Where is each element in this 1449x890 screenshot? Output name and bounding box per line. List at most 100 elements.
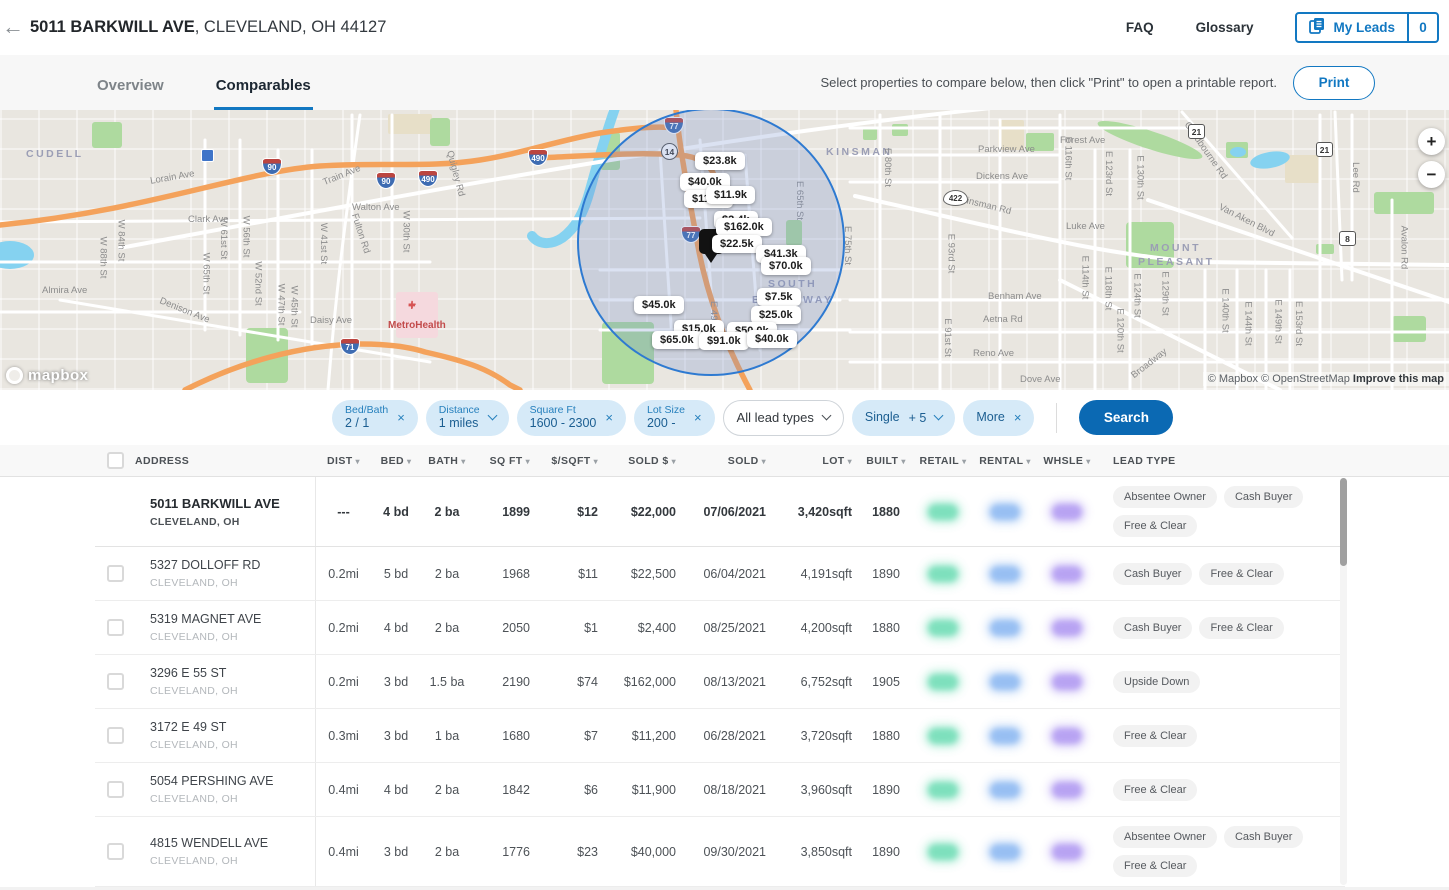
table-row[interactable]: 3296 E 55 ST CLEVELAND, OH 0.2mi 3 bd 1.… — [95, 655, 1345, 709]
filter-pill[interactable]: Square Ft 1600 - 2300 × — [516, 399, 626, 436]
tab[interactable]: Comparables — [213, 61, 313, 110]
rental-value-blurred — [990, 565, 1020, 582]
my-leads-button[interactable]: My Leads 0 — [1295, 12, 1439, 43]
filter-pill[interactable]: Lot Size 200 - × — [633, 399, 715, 436]
remove-filter-icon[interactable]: × — [693, 410, 702, 425]
sort-caret-icon: ▾ — [1026, 456, 1031, 466]
chevron-down-icon[interactable] — [487, 410, 498, 421]
rental-value-blurred — [990, 843, 1020, 860]
lead-type-tag: Cash Buyer — [1113, 562, 1193, 585]
sort-caret-icon: ▾ — [525, 456, 530, 466]
improve-map-link[interactable]: Improve this map — [1352, 373, 1444, 385]
price-marker[interactable]: $162.0k — [716, 218, 772, 236]
wholesale-value-blurred — [1052, 503, 1082, 520]
price-marker[interactable]: $40.0k — [747, 330, 797, 348]
price-marker[interactable]: $7.5k — [757, 288, 801, 306]
lot-cell: 6,752sqft — [800, 674, 852, 689]
mapbox-logo[interactable]: mapbox — [6, 367, 89, 384]
bed-cell: 3 bd — [383, 674, 409, 689]
chevron-down-icon[interactable] — [933, 410, 944, 421]
row-checkbox[interactable] — [106, 619, 124, 636]
remove-filter-icon[interactable]: × — [605, 410, 613, 425]
table-row[interactable]: 4815 WENDELL AVE CLEVELAND, OH 0.4mi 3 b… — [95, 817, 1345, 887]
column-header[interactable]: RENTAL ▾ — [974, 455, 1036, 467]
bath-cell: 2 ba — [434, 844, 460, 859]
column-header-label: SOLD — [727, 454, 759, 467]
faq-link[interactable]: FAQ — [1125, 20, 1154, 35]
table-scrollbar[interactable] — [1340, 478, 1347, 885]
bed-cell: 3 bd — [383, 844, 409, 859]
price-marker[interactable]: $65.0k — [652, 331, 702, 349]
filter-pill-value: More — [976, 410, 1005, 425]
column-header[interactable]: BED ▾ — [371, 455, 421, 467]
sort-caret-icon: ▾ — [406, 456, 412, 466]
wholesale-value-blurred — [1052, 673, 1082, 690]
bed-cell: 3 bd — [383, 728, 409, 743]
column-header[interactable]: WHSLE ▾ — [1036, 455, 1098, 467]
column-header-label: BUILT — [866, 454, 899, 467]
column-header[interactable]: BUILT ▾ — [860, 455, 912, 467]
price-marker[interactable]: $91.0k — [699, 332, 749, 350]
price-marker[interactable]: $23.8k — [695, 152, 745, 170]
column-header[interactable]: SOLD ▾ — [684, 455, 774, 467]
column-header-label: LOT — [822, 454, 845, 467]
sqft-cell: 1776 — [502, 844, 530, 859]
column-header[interactable]: SOLD $ ▾ — [606, 455, 684, 467]
table-row[interactable]: 5011 BARKWILL AVE CLEVELAND, OH --- 4 bd… — [95, 477, 1345, 547]
filter-bar: Bed/Bath 2 / 1 × Distance 1 miles × — [0, 390, 1449, 445]
glossary-link[interactable]: Glossary — [1195, 20, 1254, 35]
column-header[interactable]: SQ FT ▾ — [473, 455, 538, 467]
back-arrow-icon[interactable]: ← — [2, 14, 24, 39]
column-header[interactable]: BATH ▾ — [421, 455, 473, 467]
price-marker[interactable]: $70.0k — [761, 257, 811, 275]
table-row[interactable]: 5054 PERSHING AVE CLEVELAND, OH 0.4mi 4 … — [95, 763, 1345, 817]
sold-price-cell: $162,000 — [623, 674, 676, 689]
bath-cell: 2 ba — [434, 620, 460, 635]
select-all-checkbox[interactable] — [106, 452, 124, 469]
row-checkbox[interactable] — [106, 673, 124, 690]
table-row[interactable]: 5319 MAGNET AVE CLEVELAND, OH 0.2mi 4 bd… — [95, 601, 1345, 655]
horizontal-scrollbar-track[interactable] — [0, 887, 1449, 890]
price-marker[interactable]: $25.0k — [751, 306, 801, 324]
table-scrollbar-thumb[interactable] — [1340, 478, 1347, 566]
filter-pill[interactable]: More × — [963, 399, 1035, 436]
print-button[interactable]: Print — [1293, 65, 1375, 100]
attribution-links[interactable]: © Mapbox © OpenStreetMap — [1207, 373, 1350, 385]
column-header[interactable]: LEAD TYPE▾ — [1098, 455, 1345, 467]
price-marker[interactable]: $45.0k — [634, 296, 684, 314]
tab[interactable]: Overview — [97, 77, 164, 94]
filter-pill[interactable]: Distance 1 miles × — [425, 399, 509, 436]
price-marker[interactable]: $11.9k — [706, 186, 756, 204]
map-zoom-out-button[interactable]: − — [1418, 161, 1445, 188]
column-header[interactable]: $/SQFT ▾ — [538, 455, 606, 467]
column-header[interactable]: DIST ▾ — [316, 455, 371, 467]
remove-filter-icon[interactable]: × — [1013, 410, 1022, 425]
row-checkbox[interactable] — [106, 781, 124, 798]
address-cell: 3172 E 49 ST CLEVELAND, OH — [135, 709, 316, 762]
row-address: 5011 BARKWILL AVE — [150, 495, 280, 511]
remove-filter-icon[interactable]: × — [397, 410, 405, 425]
bed-cell: 4 bd — [383, 620, 409, 635]
table-row[interactable]: 3172 E 49 ST CLEVELAND, OH 0.3mi 3 bd 1 … — [95, 709, 1345, 763]
filter-pill[interactable]: All lead types × — [722, 399, 844, 436]
my-leads-label: My Leads — [1333, 20, 1395, 35]
map-zoom-in-button[interactable]: + — [1418, 128, 1445, 155]
table-row[interactable]: 5327 DOLLOFF RD CLEVELAND, OH 0.2mi 5 bd… — [95, 547, 1345, 601]
row-checkbox[interactable] — [106, 565, 124, 582]
price-marker[interactable]: $22.5k — [712, 235, 762, 253]
row-checkbox[interactable] — [106, 843, 124, 860]
column-header[interactable]: RETAIL ▾ — [912, 455, 974, 467]
row-checkbox[interactable] — [106, 727, 124, 744]
sold-price-cell: $2,400 — [637, 620, 676, 635]
column-header[interactable]: ADDRESS▾ — [135, 455, 316, 467]
built-cell: 1905 — [872, 674, 900, 689]
column-header[interactable]: LOT ▾ — [774, 455, 860, 467]
filter-pill-value: 1600 - 2300 — [529, 416, 597, 431]
filter-pill[interactable]: Single + 5 × — [851, 399, 956, 436]
map[interactable]: + CUDELLKINSMANSOUTHBROADWAYMOUNTPLEASAN… — [0, 110, 1449, 390]
search-button[interactable]: Search — [1079, 400, 1174, 435]
lead-type-tag: Free & Clear — [1113, 778, 1198, 801]
built-cell: 1880 — [872, 620, 900, 635]
chevron-down-icon[interactable] — [821, 410, 832, 421]
filter-pill[interactable]: Bed/Bath 2 / 1 × — [332, 399, 418, 436]
